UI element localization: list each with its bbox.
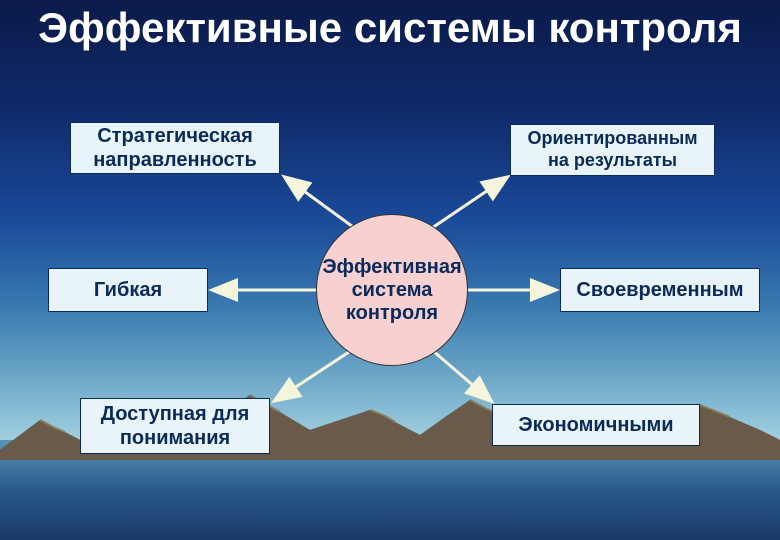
box-economic: Экономичными (492, 404, 700, 446)
box-accessible: Доступная для понимания (80, 398, 270, 454)
box-strategic: Стратегическая направленность (70, 122, 280, 174)
center-label: Эффективная система контроля (317, 256, 467, 325)
center-node: Эффективная система контроля (316, 214, 468, 366)
box-results: Ориентированным на результаты (510, 124, 715, 176)
box-flexible: Гибкая (48, 268, 208, 312)
water-background (0, 440, 780, 540)
box-timely: Своевременным (560, 268, 760, 312)
diagram-title: Эффективные системы контроля (0, 5, 780, 51)
